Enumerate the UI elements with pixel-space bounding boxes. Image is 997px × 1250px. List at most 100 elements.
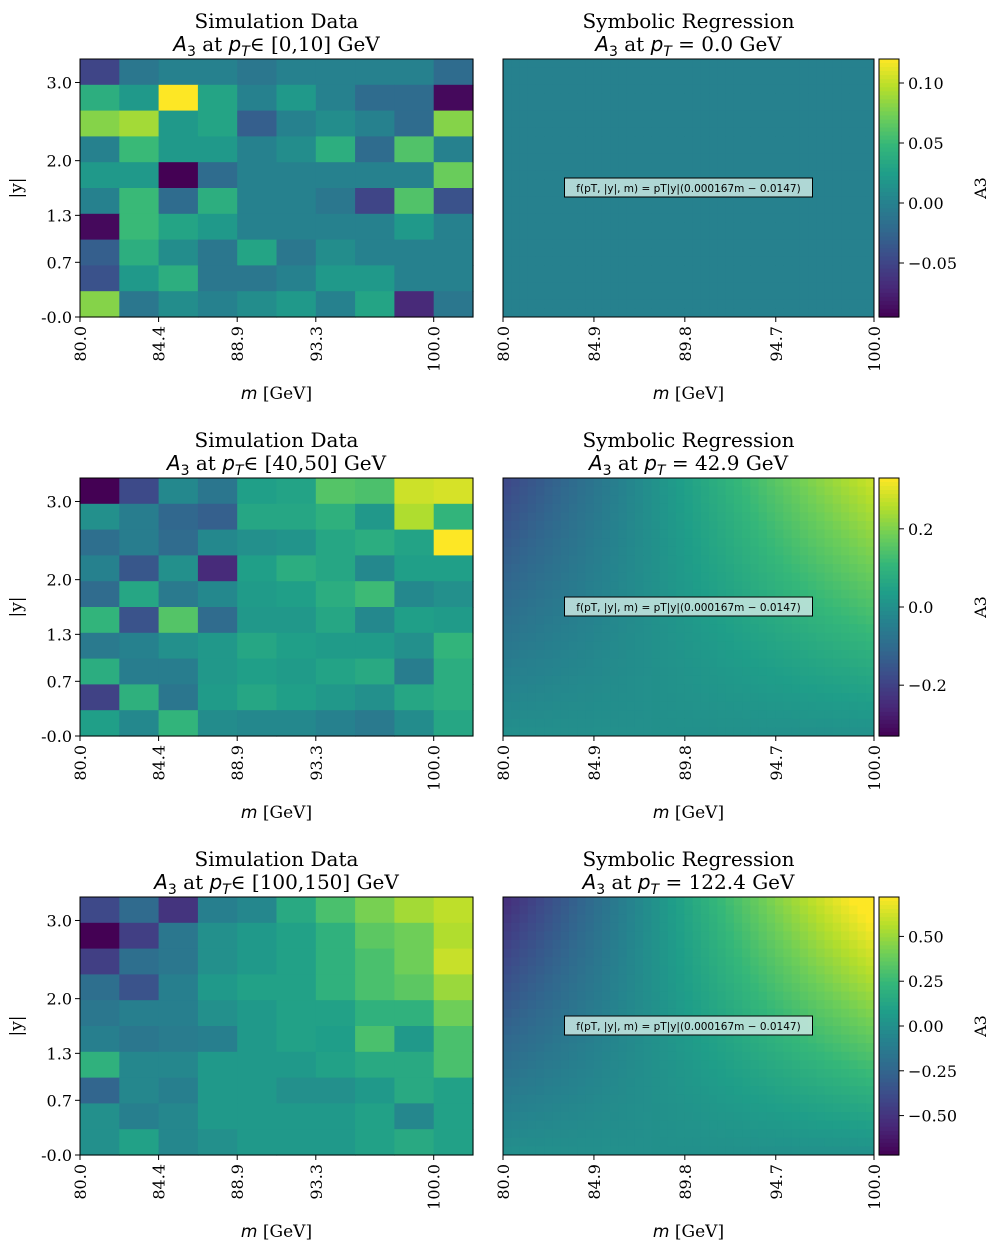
sr-cell <box>519 1094 529 1104</box>
sr-cell <box>585 1008 595 1018</box>
sr-cell <box>511 119 520 129</box>
sr-cell <box>560 153 570 163</box>
sr-cell <box>503 914 512 924</box>
sr-cell <box>766 503 776 513</box>
sr-cell <box>667 1051 677 1061</box>
sr-cell <box>610 546 619 556</box>
sr-cell <box>865 589 875 599</box>
sr-cell <box>527 308 537 318</box>
sr-cell <box>659 265 669 275</box>
sr-cell <box>503 965 512 975</box>
sr-cell <box>651 486 661 496</box>
colorbar-segment <box>879 901 899 906</box>
heatmap-cell <box>394 632 435 660</box>
sr-cell <box>585 76 595 86</box>
sr-cell <box>783 1000 793 1010</box>
sr-cell <box>841 291 850 301</box>
sr-cell <box>725 897 735 907</box>
heatmap-cell <box>394 1026 435 1053</box>
sr-cell <box>544 274 553 284</box>
sr-cell <box>618 1120 628 1130</box>
sr-cell <box>618 1103 628 1113</box>
sr-cell <box>717 478 727 488</box>
sr-cell <box>791 282 801 292</box>
sr-cell <box>725 615 735 625</box>
sr-cell <box>775 940 784 950</box>
sr-cell <box>824 589 834 599</box>
sr-cell <box>568 1137 578 1147</box>
sr-cell <box>808 162 817 172</box>
sr-cell <box>684 213 694 223</box>
sr-cell <box>535 239 545 249</box>
sr-cell <box>849 1026 859 1036</box>
sr-cell <box>585 136 595 146</box>
colorbar <box>879 59 899 318</box>
sr-cell <box>849 948 859 958</box>
sr-cell <box>684 555 694 565</box>
sr-cell <box>766 67 776 77</box>
sr-cell <box>775 1086 784 1096</box>
sr-cell <box>634 231 644 241</box>
sr-cell <box>535 1034 545 1044</box>
sr-cell <box>577 495 586 505</box>
sr-cell <box>577 589 586 599</box>
colorbar-segment <box>879 671 899 677</box>
sr-cell <box>634 546 644 556</box>
sr-cell <box>552 59 562 69</box>
sr-cell <box>659 495 669 505</box>
panel-subtitle: A3 at pT∈ [40,50] GeV <box>165 451 387 479</box>
sr-cell <box>700 248 710 258</box>
sr-cell <box>610 641 619 651</box>
colorbar-segment <box>879 79 899 84</box>
sr-cell <box>511 650 520 660</box>
sr-cell <box>544 231 553 241</box>
sr-cell <box>742 1094 751 1104</box>
sr-cell <box>791 1112 801 1122</box>
sr-cell <box>865 957 875 967</box>
sr-cell <box>725 478 735 488</box>
sr-cell <box>717 239 727 249</box>
sr-cell <box>808 1112 817 1122</box>
sr-cell <box>601 1043 611 1053</box>
sr-cell <box>865 931 875 941</box>
heatmap-cell <box>237 239 278 266</box>
sr-cell <box>544 299 553 309</box>
sr-cell <box>841 1086 850 1096</box>
sr-cell <box>808 529 817 539</box>
sr-cell <box>676 1094 685 1104</box>
sr-cell <box>676 478 685 488</box>
sr-cell <box>593 67 603 77</box>
sr-cell <box>775 624 784 634</box>
sr-cell <box>659 1094 669 1104</box>
sr-cell <box>766 291 776 301</box>
sr-cell <box>849 248 859 258</box>
heatmap-cell <box>237 710 278 737</box>
sr-cell <box>535 299 545 309</box>
sr-cell <box>857 239 867 249</box>
heatmap-cell <box>433 291 474 318</box>
sr-cell <box>651 948 661 958</box>
sr-cell <box>832 667 842 677</box>
sr-cell <box>700 145 710 155</box>
sr-cell <box>692 641 702 651</box>
sr-cell <box>857 624 867 634</box>
heatmap-cell <box>158 607 199 634</box>
sr-cell <box>610 727 619 737</box>
sr-cell <box>849 231 859 241</box>
sr-cell <box>750 76 760 86</box>
sr-cell <box>560 957 570 967</box>
sr-cell <box>783 222 793 232</box>
heatmap-cell <box>197 1000 238 1027</box>
sr-cell <box>700 1103 710 1113</box>
sr-cell <box>775 564 784 574</box>
sr-cell <box>742 205 751 215</box>
sr-cell <box>593 1103 603 1113</box>
sr-cell <box>775 521 784 531</box>
sr-cell <box>832 84 842 94</box>
colorbar-segment <box>879 542 899 548</box>
sr-cell <box>634 145 644 155</box>
heatmap-cell <box>237 162 278 189</box>
sr-cell <box>700 1094 710 1104</box>
sr-cell <box>601 940 611 950</box>
sr-cell <box>857 119 867 129</box>
